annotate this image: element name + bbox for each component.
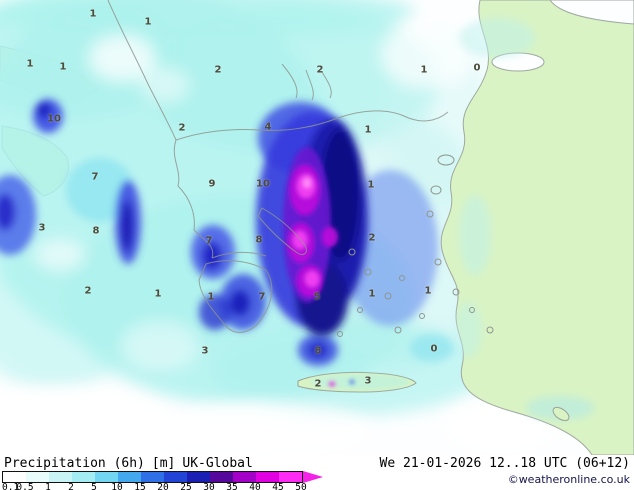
color-scale-segment [95,472,118,482]
color-scale-label: 30 [203,482,215,490]
color-scale-bar [2,471,303,483]
color-scale-segment [141,472,164,482]
color-scale-segment [233,472,256,482]
color-scale-labels: 0.1 0.5 1 2 5 10 15 20 25 30 35 40 45 50 [2,482,332,490]
copyright-label: ©weatheronline.co.uk [507,473,630,486]
color-scale-segment [72,472,95,482]
color-scale-segment [279,472,302,482]
color-scale-segment [49,472,72,482]
color-scale-label: 0.1 [2,482,20,490]
aegean-islands [337,154,494,337]
model-label: UK-Global [182,455,253,471]
color-scale-label: 35 [226,482,238,490]
land-crete [297,371,570,422]
unit-label: [m] [151,455,176,471]
color-scale-label: 5 [91,482,97,490]
land-rhodes [552,406,570,422]
datetime-label: We 21-01-2026 12..18 UTC (06+12) [379,455,630,471]
color-scale-label: 15 [134,482,146,490]
color-scale [2,471,323,483]
product-label: Precipitation (6h) [4,455,145,471]
color-scale-segment [3,472,26,482]
precipitation-layer [0,0,560,455]
color-scale-label: 40 [249,482,261,490]
color-scale-label: 10 [111,482,123,490]
color-scale-segment [164,472,187,482]
color-scale-arrow [303,471,323,483]
color-scale-label: 50 [295,482,307,490]
coastlines [107,0,449,333]
color-scale-label: 20 [157,482,169,490]
color-scale-label: 0.5 [16,482,34,490]
land-turkey [440,0,634,455]
color-scale-label: 25 [180,482,192,490]
color-scale-segment [26,472,49,482]
map-title: Precipitation (6h) [m] UK-Global [4,456,260,471]
precipitation-map: 1 1 1 1 2 2 1 0 10 2 4 1 7 9 10 1 3 8 7 8 2 2 1 1 7 5 1 1 3 8 0 2 3 [0,0,634,455]
color-scale-segment [256,472,279,482]
color-scale-segment [187,472,210,482]
legend-footer: Precipitation (6h) [m] UK-Global We 21-01-… [0,455,634,490]
color-scale-segment [210,472,233,482]
map-graphic [0,0,634,455]
color-scale-label: 2 [68,482,74,490]
color-scale-label: 1 [45,482,51,490]
color-scale-label: 45 [272,482,284,490]
color-scale-segment [118,472,141,482]
